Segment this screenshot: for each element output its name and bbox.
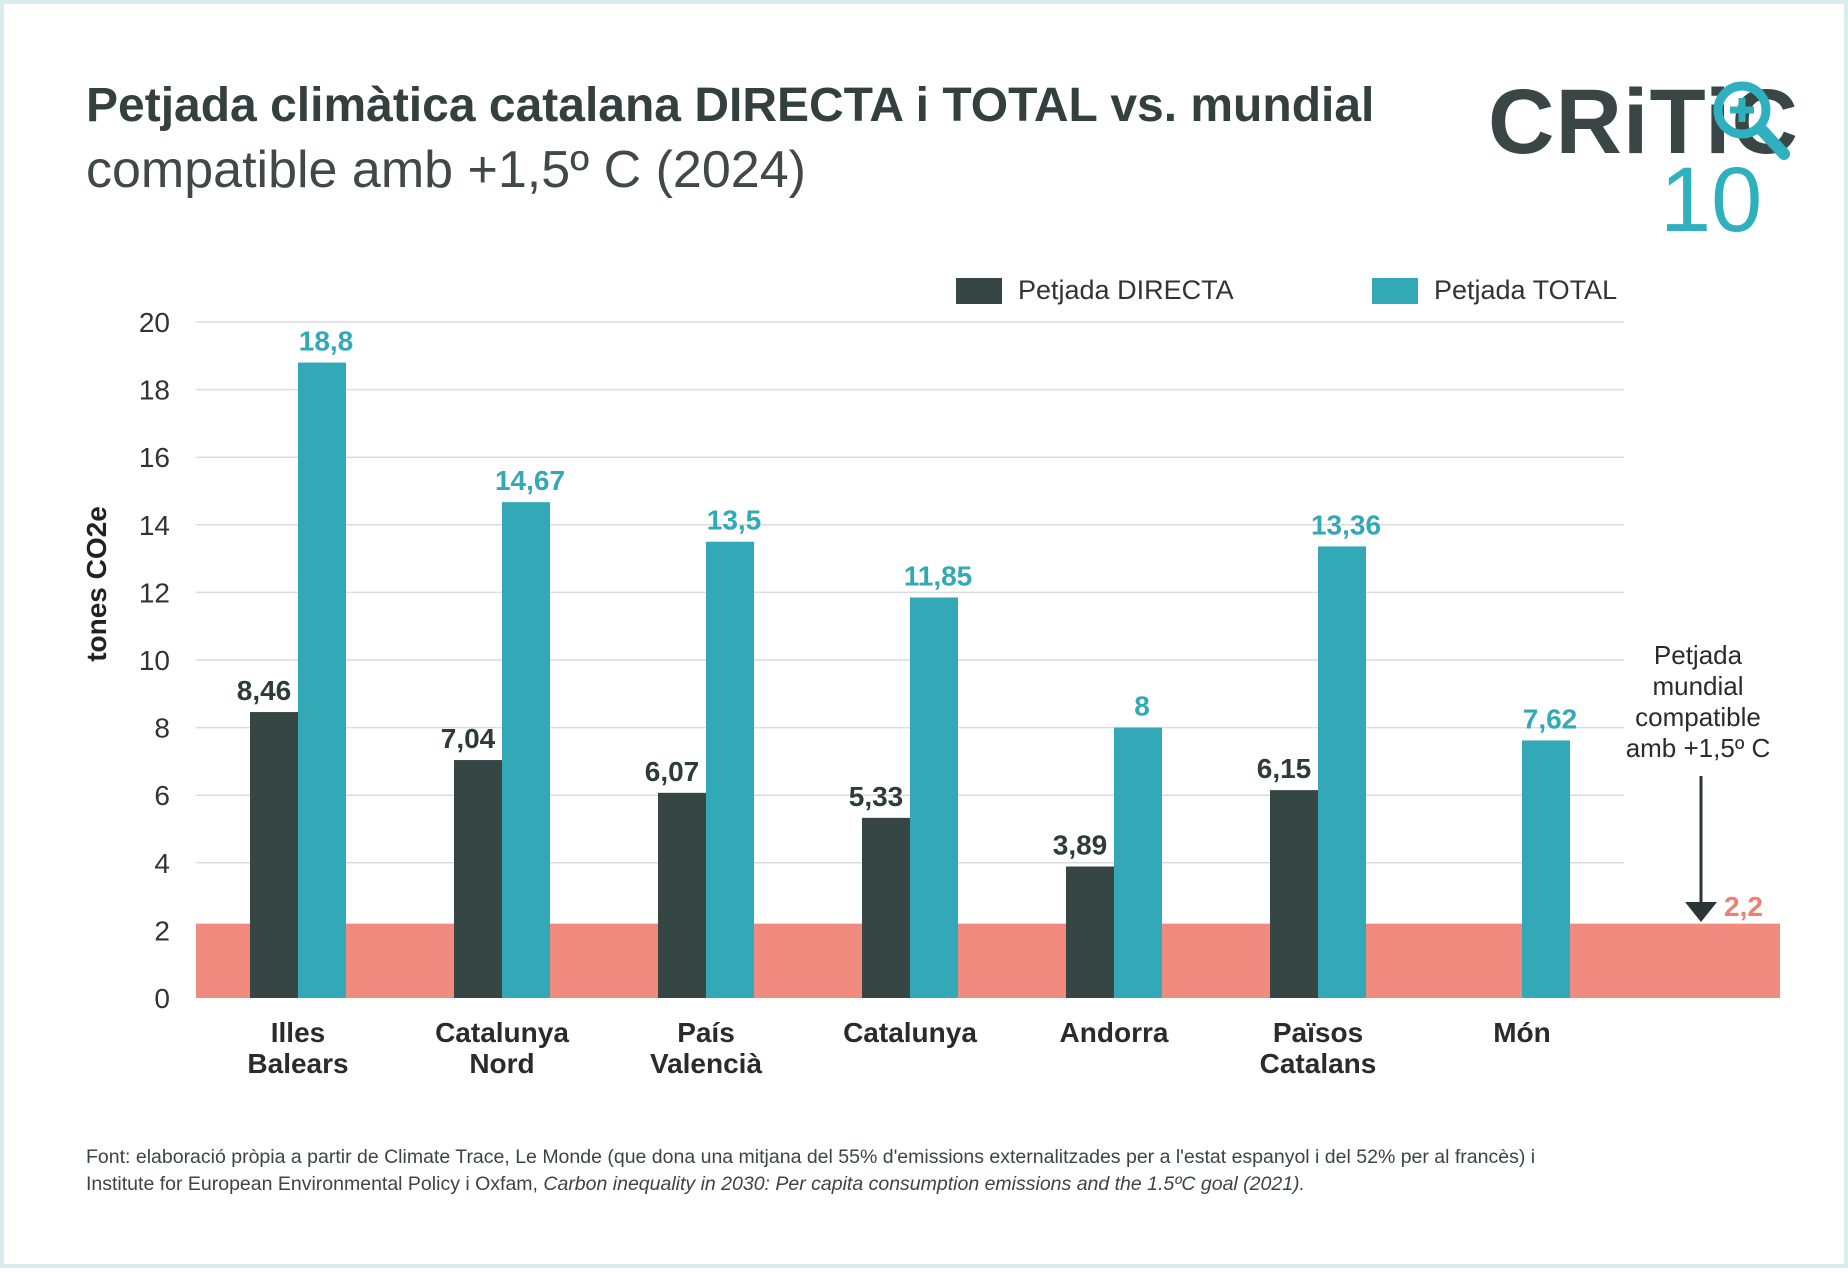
data-label: 6,15 [1257, 753, 1312, 784]
source-text-line2: Institute for European Environmental Pol… [86, 1173, 538, 1195]
legend-swatch [956, 278, 1002, 304]
threshold-value-label: 2,2 [1724, 891, 1763, 922]
bar-total [1114, 727, 1162, 998]
bar-total [298, 362, 346, 998]
data-label: 11,85 [904, 560, 973, 591]
y-tick-label: 18 [139, 375, 170, 406]
data-label: 6,07 [645, 756, 700, 787]
data-label: 7,04 [441, 723, 496, 754]
threshold-annotation: amb +1,5º C [1626, 733, 1771, 763]
threshold-annotation: compatible [1635, 702, 1761, 732]
y-tick-label: 4 [154, 848, 170, 879]
x-tick-label: Catalunya [435, 1017, 569, 1048]
bar-directa [1270, 790, 1318, 998]
x-tick-label: Món [1493, 1017, 1551, 1048]
y-axis-label: tones CO2e [81, 506, 112, 662]
y-tick-label: 16 [139, 442, 170, 473]
data-label: 7,62 [1523, 703, 1578, 734]
bar-directa [250, 712, 298, 998]
magnifier-icon [1713, 81, 1790, 160]
data-label: 8,46 [237, 675, 292, 706]
logo-text-10: 10 [1660, 149, 1763, 251]
bar-total [1522, 740, 1570, 998]
legend-label: Petjada TOTAL [1434, 275, 1617, 305]
data-label: 8 [1134, 691, 1150, 722]
chart-title: Petjada climàtica catalana DIRECTA i TOT… [86, 79, 1375, 132]
bar-directa [658, 792, 706, 998]
bar-directa [454, 760, 502, 998]
data-label: 14,67 [495, 465, 565, 496]
chart-subtitle: compatible amb +1,5º C (2024) [86, 141, 806, 199]
bar-total [1318, 546, 1366, 998]
source-text-line1: Font: elaboració pròpia a partir de Clim… [86, 1146, 1536, 1168]
threshold-annotation: mundial [1652, 671, 1743, 701]
x-tick-label: País [677, 1017, 735, 1048]
x-tick-label: Valencià [650, 1048, 763, 1079]
data-label: 13,5 [707, 505, 762, 536]
threshold-annotation: Petjada [1654, 640, 1743, 670]
x-tick-label: Catalunya [843, 1017, 977, 1048]
threshold-arrow-head [1685, 902, 1717, 922]
legend-label: Petjada DIRECTA [1018, 275, 1234, 305]
x-tick-label: Catalans [1260, 1048, 1377, 1079]
bar-directa [1066, 866, 1114, 998]
y-tick-label: 8 [154, 713, 170, 744]
x-tick-label: Andorra [1060, 1017, 1169, 1048]
bar-chart: 0 2 4 6 8 10 12 14 16 18 20 tones CO2e 8,46 18,8 Illes… [81, 275, 1780, 1079]
source-text-italic: Carbon inequality in 2030: Per capita co… [543, 1173, 1305, 1195]
bar-directa [862, 817, 910, 998]
data-label: 3,89 [1053, 830, 1108, 861]
x-tick-label: Balears [247, 1048, 348, 1079]
bar-total [502, 502, 550, 998]
y-tick-label: 14 [139, 510, 170, 541]
data-label: 5,33 [849, 781, 904, 812]
bar-total [910, 597, 958, 998]
data-label: 13,36 [1311, 509, 1381, 540]
y-tick-label: 20 [139, 307, 170, 338]
bar-total [706, 541, 754, 998]
x-tick-label: Països [1273, 1017, 1363, 1048]
x-tick-label: Nord [469, 1048, 534, 1079]
critic-logo: CRiTiC 10 [1488, 70, 1798, 251]
y-tick-label: 12 [139, 577, 170, 608]
y-tick-label: 0 [154, 983, 170, 1014]
legend-swatch [1372, 278, 1418, 304]
y-tick-label: 10 [139, 645, 170, 676]
data-label: 18,8 [299, 326, 354, 357]
x-tick-label: Illes [271, 1017, 325, 1048]
source-note: Font: elaboració pròpia a partir de Clim… [86, 1144, 1746, 1198]
y-tick-label: 6 [154, 780, 170, 811]
y-tick-label: 2 [154, 915, 170, 946]
